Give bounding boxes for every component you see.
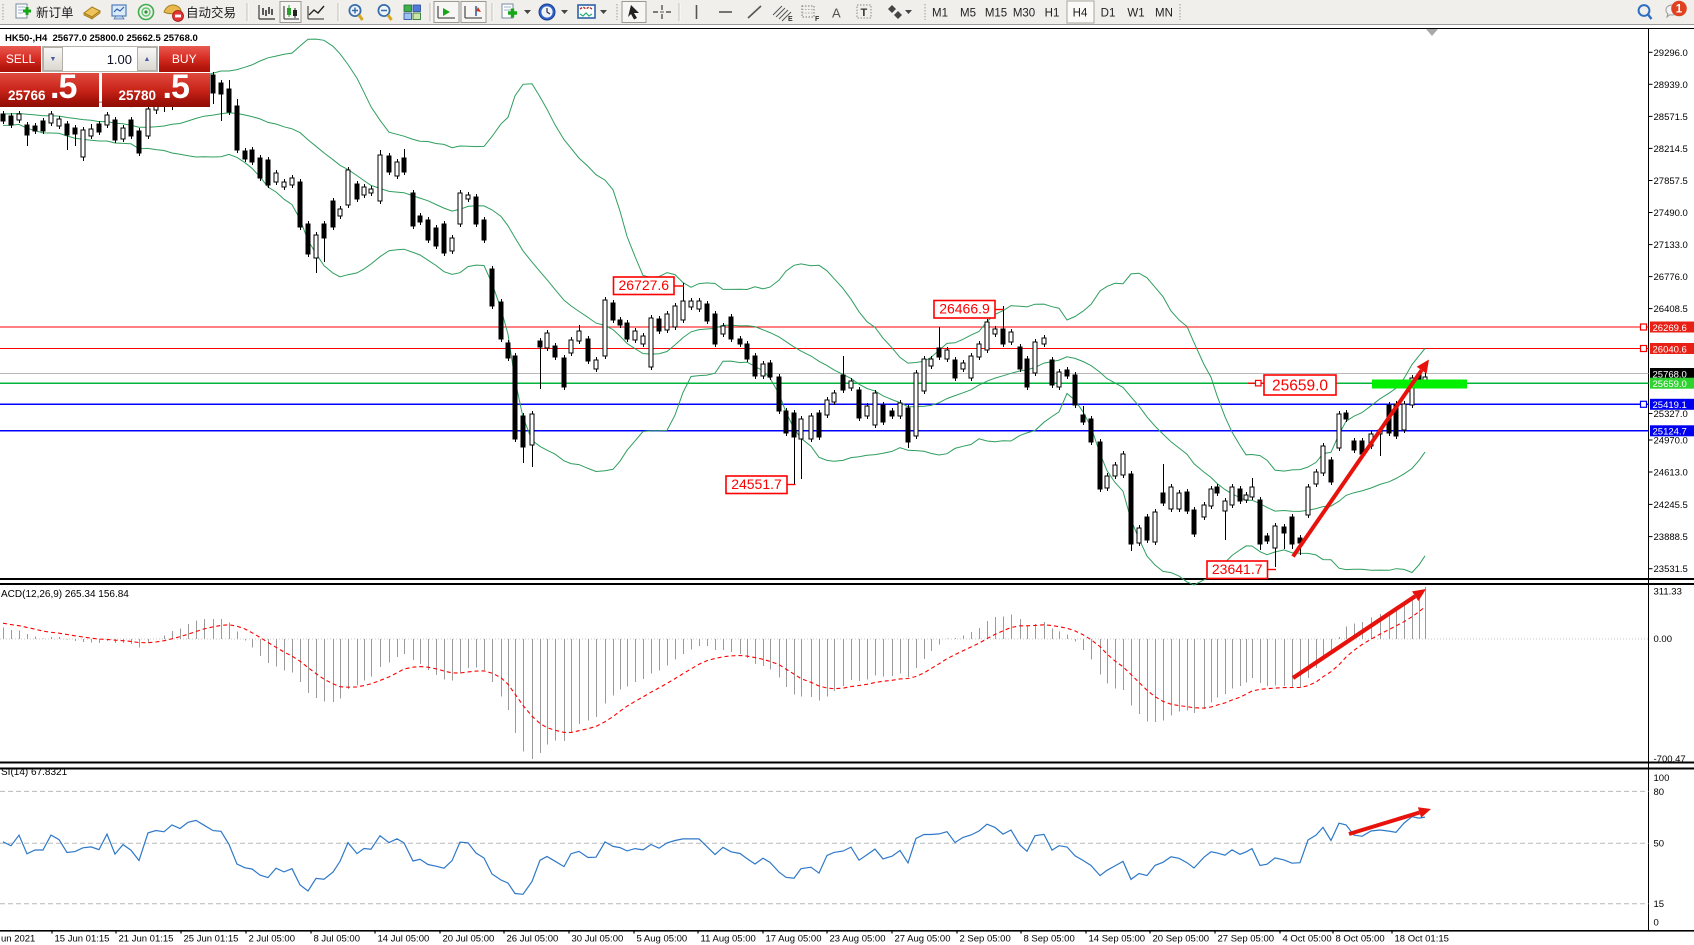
svg-text:8 Oct 05:00: 8 Oct 05:00 xyxy=(1336,934,1385,945)
svg-text:-700.47: -700.47 xyxy=(1654,754,1686,765)
svg-text:8 Sep 05:00: 8 Sep 05:00 xyxy=(1024,934,1075,945)
svg-text:H4: H4 xyxy=(1073,8,1088,20)
svg-text:M1: M1 xyxy=(932,8,948,20)
svg-text:26776.0: 26776.0 xyxy=(1654,272,1688,283)
svg-text:2 Jul 05:00: 2 Jul 05:00 xyxy=(249,934,295,945)
svg-text:26040.6: 26040.6 xyxy=(1653,344,1687,355)
svg-text:27133.0: 27133.0 xyxy=(1654,240,1688,251)
svg-text:28939.0: 28939.0 xyxy=(1654,80,1688,91)
svg-text:14 Sep 05:00: 14 Sep 05:00 xyxy=(1089,934,1146,945)
svg-text:25419.1: 25419.1 xyxy=(1653,400,1687,411)
svg-text:23531.5: 23531.5 xyxy=(1654,564,1688,575)
svg-text:SI(14) 67.8321: SI(14) 67.8321 xyxy=(1,767,68,778)
svg-text:M15: M15 xyxy=(985,8,1007,20)
svg-text:15: 15 xyxy=(1654,899,1665,910)
svg-text:HK50-,H4 25677.0 25800.0 2566: HK50-,H4 25677.0 25800.0 25662.5 25768.0 xyxy=(5,33,198,44)
svg-text:25327.0: 25327.0 xyxy=(1654,409,1688,420)
svg-text:5 Aug 05:00: 5 Aug 05:00 xyxy=(637,934,688,945)
svg-text:24613.0: 24613.0 xyxy=(1654,468,1688,479)
svg-text:25659.0: 25659.0 xyxy=(1653,379,1687,390)
svg-text:50: 50 xyxy=(1654,839,1665,850)
svg-text:D1: D1 xyxy=(1101,8,1116,20)
svg-text:4 Oct 05:00: 4 Oct 05:00 xyxy=(1283,934,1332,945)
svg-text:2 Sep 05:00: 2 Sep 05:00 xyxy=(960,934,1011,945)
svg-text:20 Sep 05:00: 20 Sep 05:00 xyxy=(1153,934,1210,945)
svg-text:8 Jul 05:00: 8 Jul 05:00 xyxy=(314,934,360,945)
svg-text:21 Jun 01:15: 21 Jun 01:15 xyxy=(119,934,174,945)
svg-text:1: 1 xyxy=(1676,4,1683,16)
svg-text:MN: MN xyxy=(1155,8,1173,20)
svg-text:23641.7: 23641.7 xyxy=(1212,561,1263,577)
svg-text:M30: M30 xyxy=(1013,8,1035,20)
svg-text:23 Aug 05:00: 23 Aug 05:00 xyxy=(830,934,886,945)
svg-text:自动交易: 自动交易 xyxy=(186,5,236,20)
svg-text:un 2021: un 2021 xyxy=(1,934,35,945)
svg-text:A: A xyxy=(832,6,841,21)
svg-text:23888.5: 23888.5 xyxy=(1654,532,1688,543)
svg-text:15 Jun 01:15: 15 Jun 01:15 xyxy=(55,934,110,945)
svg-text:0: 0 xyxy=(1654,918,1659,929)
svg-text:E: E xyxy=(788,16,793,23)
svg-text:26727.6: 26727.6 xyxy=(618,277,669,293)
svg-text:27857.5: 27857.5 xyxy=(1654,176,1688,187)
svg-text:29296.0: 29296.0 xyxy=(1654,48,1688,59)
svg-text:20 Jul 05:00: 20 Jul 05:00 xyxy=(443,934,495,945)
svg-text:14 Jul 05:00: 14 Jul 05:00 xyxy=(378,934,430,945)
svg-text:80: 80 xyxy=(1654,787,1665,798)
svg-text:25 Jun 01:15: 25 Jun 01:15 xyxy=(184,934,239,945)
svg-text:24970.0: 24970.0 xyxy=(1654,436,1688,447)
svg-text:27490.0: 27490.0 xyxy=(1654,208,1688,219)
svg-text:0.00: 0.00 xyxy=(1654,634,1673,645)
svg-text:F: F xyxy=(815,16,820,23)
svg-text:100: 100 xyxy=(1654,773,1670,784)
svg-text:30 Jul 05:00: 30 Jul 05:00 xyxy=(572,934,624,945)
svg-text:T: T xyxy=(861,7,868,19)
svg-text:M5: M5 xyxy=(960,8,976,20)
svg-text:18 Oct 01:15: 18 Oct 01:15 xyxy=(1395,934,1449,945)
svg-text:26269.6: 26269.6 xyxy=(1653,323,1687,334)
svg-text:26408.5: 26408.5 xyxy=(1654,304,1688,315)
svg-text:ACD(12,26,9) 265.34 156.84: ACD(12,26,9) 265.34 156.84 xyxy=(1,589,129,600)
svg-text:新订单: 新订单 xyxy=(36,5,74,20)
svg-text:28571.5: 28571.5 xyxy=(1654,112,1688,123)
svg-text:17 Aug 05:00: 17 Aug 05:00 xyxy=(766,934,822,945)
svg-text:24245.5: 24245.5 xyxy=(1654,500,1688,511)
svg-text:24551.7: 24551.7 xyxy=(731,476,782,492)
svg-text:26 Jul 05:00: 26 Jul 05:00 xyxy=(507,934,559,945)
svg-text:25124.7: 25124.7 xyxy=(1653,427,1687,438)
svg-text:27 Aug 05:00: 27 Aug 05:00 xyxy=(895,934,951,945)
svg-text:27 Sep 05:00: 27 Sep 05:00 xyxy=(1218,934,1275,945)
svg-text:26466.9: 26466.9 xyxy=(939,301,990,317)
svg-text:311.33: 311.33 xyxy=(1654,587,1682,598)
svg-text:11 Aug 05:00: 11 Aug 05:00 xyxy=(701,934,756,945)
svg-text:H1: H1 xyxy=(1045,8,1060,20)
svg-text:28214.5: 28214.5 xyxy=(1654,144,1688,155)
svg-text:W1: W1 xyxy=(1127,8,1144,20)
svg-text:25768.0: 25768.0 xyxy=(1653,369,1687,380)
svg-text:25659.0: 25659.0 xyxy=(1272,378,1328,395)
